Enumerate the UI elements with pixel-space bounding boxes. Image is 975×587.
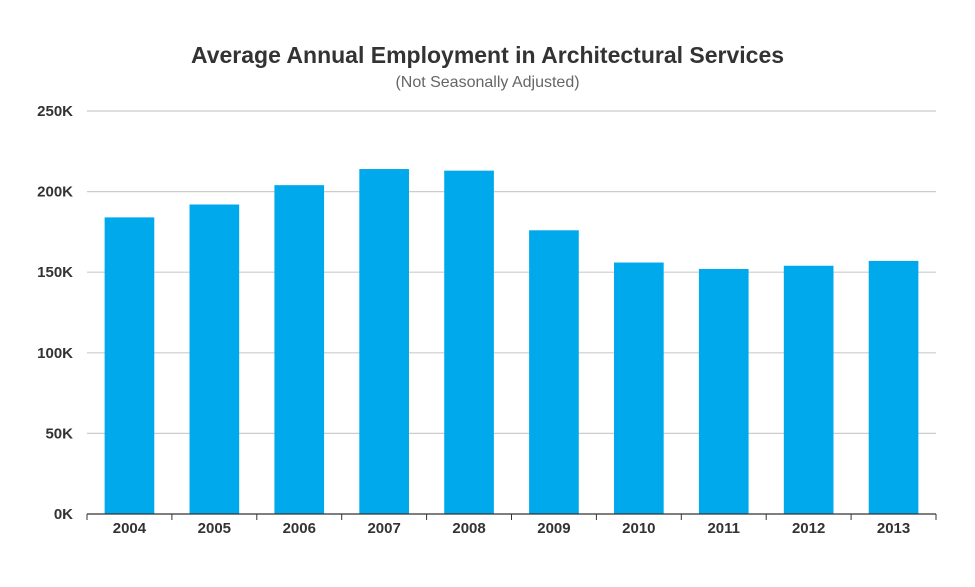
x-tick-label: 2010 [622,520,655,537]
x-tick-label: 2004 [113,520,147,537]
y-axis-tick-labels: 0K 50K 100K 150K 200K 250K [37,103,73,523]
chart-title: Average Annual Employment in Architectur… [190,42,785,68]
bar [783,265,834,514]
x-tick-label: 2008 [452,520,485,537]
bar [359,169,409,515]
bar [189,204,240,514]
x-tick-label: 2012 [792,520,825,537]
bar [444,170,494,515]
y-tick-label: 250K [37,103,73,120]
bar [274,185,325,515]
x-tick-label: 2009 [537,520,570,537]
bar [529,230,579,514]
x-tick-label: 2011 [707,520,740,537]
x-axis: 2004 2005 2006 2007 2008 2009 2010 2011 2012 2013 [86,513,937,537]
bar [868,260,919,514]
y-tick-label: 100K [37,345,73,362]
chart-subtitle: (Not Seasonally Adjusted) [395,74,580,91]
x-tick-label: 2013 [877,520,910,537]
bar [104,217,155,514]
y-tick-label: 150K [37,264,73,281]
y-tick-label: 200K [37,184,73,201]
x-tick-label: 2006 [283,520,316,537]
x-tick-label: 2007 [367,520,400,537]
y-tick-label: 50K [45,425,73,442]
bar [698,268,749,514]
bar-series [104,169,919,515]
bar [614,262,664,514]
y-tick-label: 0K [54,506,73,523]
x-tick-label: 2005 [198,520,231,537]
